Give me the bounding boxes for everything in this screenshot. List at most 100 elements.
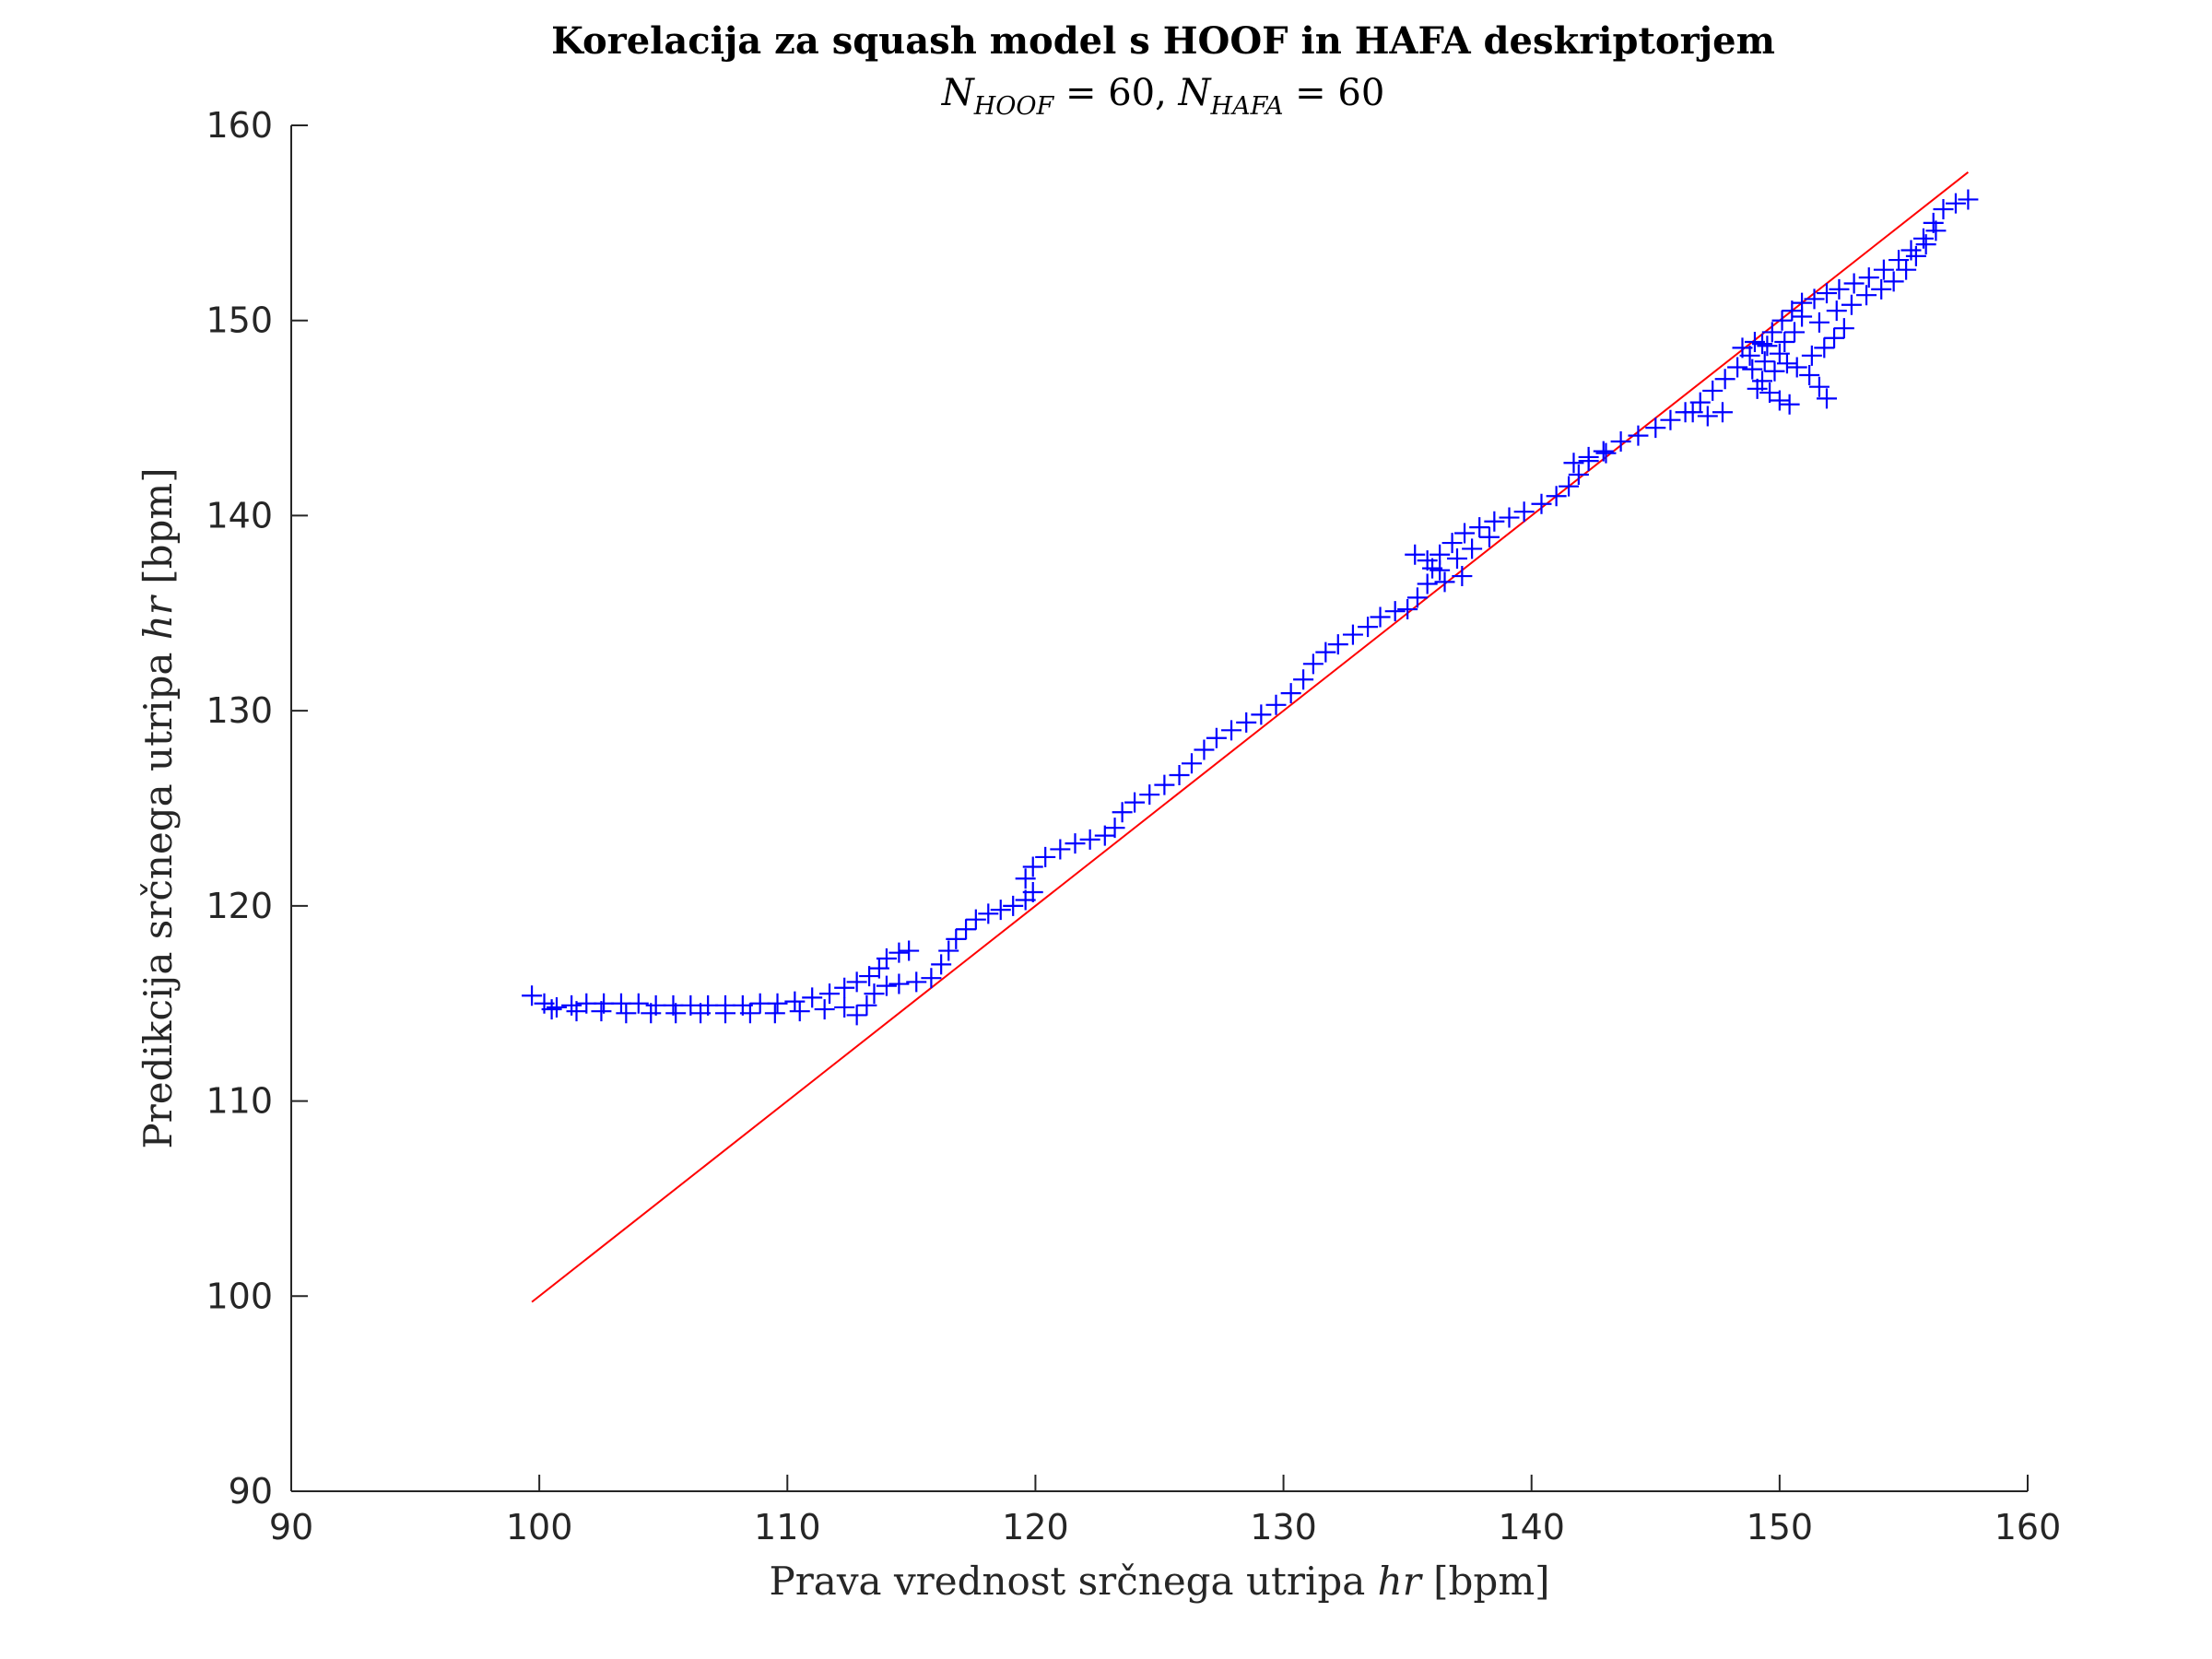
data-point [1829, 278, 1850, 300]
data-point [1050, 839, 1071, 860]
data-point [665, 1003, 687, 1024]
data-point [1742, 359, 1763, 380]
data-point [1900, 240, 1922, 261]
data-point [859, 966, 880, 987]
data-point [1462, 538, 1483, 559]
data-point [594, 993, 615, 1014]
data-point [561, 994, 582, 1016]
data-point [1280, 683, 1301, 704]
data-point [1945, 193, 1966, 214]
data-point [1065, 833, 1086, 854]
data-point [1858, 267, 1879, 288]
data-point [1104, 818, 1125, 839]
data-point [834, 996, 855, 1018]
data-point [1747, 378, 1768, 399]
data-point [767, 993, 788, 1014]
data-point [680, 994, 701, 1016]
data-point [1406, 587, 1428, 608]
data-point [931, 954, 952, 975]
axes: 90 100 110 120 130 140 150 160 90 100 110 120 130 14… [206, 105, 2061, 1547]
data-point [1774, 332, 1795, 353]
data-point [663, 994, 684, 1016]
chart-subtitle: NHOOF = 60, NHAFA = 60 [941, 72, 1385, 121]
data-point [1841, 294, 1862, 315]
data-point [1342, 624, 1363, 645]
data-point [1079, 829, 1100, 850]
data-point [1824, 327, 1845, 348]
data-point [784, 991, 806, 1012]
data-point [1206, 727, 1227, 748]
data-point [1124, 792, 1146, 813]
data-point [888, 942, 910, 963]
data-point [1546, 486, 1567, 507]
data-point [1194, 739, 1215, 760]
data-point [1754, 351, 1775, 372]
data-point [541, 999, 562, 1020]
data-point [1434, 571, 1455, 593]
data-point [764, 1003, 785, 1024]
data-point [888, 973, 910, 994]
data-point [1469, 517, 1490, 538]
y-tick-label: 100 [206, 1276, 273, 1316]
x-tick-label: 90 [269, 1507, 313, 1547]
data-point [1251, 704, 1272, 725]
x-axis-label: Prava vrednost srčnega utripa hr [bpm] [769, 1559, 1549, 1604]
data-point [610, 993, 631, 1014]
y-tick-label: 90 [229, 1471, 273, 1512]
x-tick-label: 160 [1994, 1507, 2062, 1547]
data-point [1752, 371, 1773, 392]
data-point [978, 903, 999, 924]
data-point [1786, 357, 1807, 378]
reference-line-layer [531, 171, 1970, 1303]
data-point [1578, 446, 1599, 467]
data-point [1593, 441, 1614, 462]
data-point [1896, 259, 1917, 280]
plot-area [522, 171, 1979, 1303]
data-point [1484, 511, 1505, 532]
data-point [591, 1001, 612, 1022]
x-tick-label: 140 [1498, 1507, 1565, 1547]
x-tick-label: 120 [1002, 1507, 1069, 1547]
x-ticks: 90 100 110 120 130 140 150 160 [269, 1475, 2061, 1547]
data-point [1833, 318, 1854, 339]
data-point [1169, 765, 1190, 786]
data-point [864, 983, 885, 1005]
data-point [1452, 566, 1473, 587]
data-point [956, 919, 977, 940]
data-point [802, 987, 823, 1008]
y-axis-label: Predikcija srčnega utripa hr [bpm] [135, 467, 181, 1148]
data-point [1769, 390, 1790, 411]
y-tick-label: 150 [206, 300, 273, 341]
data-point [1744, 332, 1765, 353]
data-point [921, 968, 942, 989]
data-point [1843, 273, 1865, 294]
data-point [1660, 409, 1681, 430]
data-point [1405, 544, 1426, 565]
data-point [1595, 442, 1617, 464]
data-point [1771, 310, 1793, 331]
data-point [1873, 259, 1894, 280]
data-point [938, 940, 959, 961]
data-point [1154, 774, 1175, 795]
data-point [1645, 418, 1666, 439]
data-point [876, 975, 897, 996]
x-tick-label: 150 [1747, 1507, 1814, 1547]
data-point [1370, 606, 1391, 628]
data-point [1315, 641, 1336, 663]
x-tick-label: 100 [506, 1507, 573, 1547]
data-point [1358, 617, 1379, 638]
data-point [1181, 753, 1202, 774]
data-point [1513, 501, 1535, 523]
data-point [1221, 720, 1242, 741]
x-tick-label: 130 [1250, 1507, 1317, 1547]
data-point [965, 909, 986, 930]
data-point [1682, 402, 1703, 423]
data-point [1628, 425, 1649, 446]
data-point [1441, 533, 1463, 554]
data-point [1779, 394, 1800, 415]
data-point [645, 994, 666, 1016]
data-point [1856, 285, 1877, 306]
data-point [1015, 868, 1036, 889]
data-point [1417, 550, 1438, 571]
